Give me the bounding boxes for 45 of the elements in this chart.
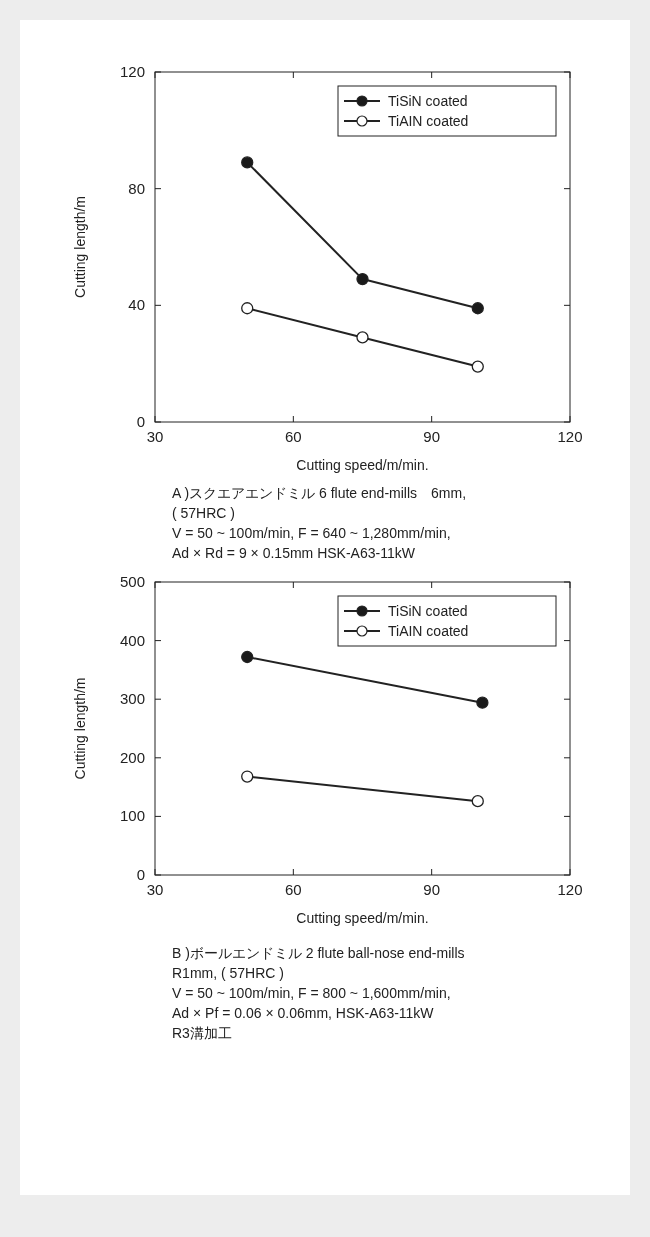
y-tick-label: 200	[119, 748, 145, 766]
x-tick-label: 60	[284, 428, 302, 445]
point	[241, 302, 254, 315]
x-tick-label: 30	[146, 428, 164, 445]
y-tick-label: 0	[136, 413, 145, 430]
text: A )スクエアエンドミル 6 flute end-mills 6mm,	[172, 485, 467, 501]
point	[356, 272, 369, 286]
y-axis-title: Cutting length/m	[72, 196, 88, 298]
text: ( 57HRC )	[172, 505, 236, 521]
x-tick-label: 60	[284, 881, 302, 898]
x-axis-title: Cutting speed/m/min.	[296, 910, 429, 926]
text: R1mm, ( 57HRC )	[172, 965, 285, 981]
x-tick-label: 90	[423, 428, 441, 445]
y-tick-label: 100	[119, 807, 145, 825]
text: V = 50 ~ 100m/min, F = 640 ~ 1,280mm/min,	[172, 525, 451, 541]
text: R3溝加工	[172, 1025, 232, 1041]
text: V = 50 ~ 100m/min, F = 800 ~ 1,600mm/min,	[172, 985, 451, 1001]
legend-label: TiSiN coated	[388, 93, 468, 109]
y-tick-label: 500	[119, 573, 145, 590]
y-tick-label: 400	[119, 631, 145, 649]
x-axis-title: Cutting speed/m/min.	[296, 457, 429, 473]
y-tick-label: 300	[119, 690, 145, 708]
y-axis-title: Cutting length/m	[72, 677, 88, 780]
point	[241, 770, 254, 783]
point	[356, 331, 369, 344]
point	[471, 360, 484, 373]
x-tick-label: 120	[557, 428, 583, 445]
y-tick-label: 40	[128, 296, 145, 314]
y-tick-label: 0	[136, 866, 145, 883]
x-tick-label: 90	[423, 881, 441, 898]
y-tick-label: 120	[119, 63, 145, 80]
point	[471, 302, 484, 315]
text: Ad × Rd = 9 × 0.15mm HSK-A63-11kW	[172, 545, 416, 561]
point	[241, 156, 254, 169]
x-tick-label: 30	[146, 881, 164, 898]
legend-label: TiAIN coated	[388, 113, 469, 129]
legend-label: TiAIN coated	[388, 623, 469, 639]
point	[241, 650, 254, 664]
y-tick-label: 80	[128, 179, 145, 197]
point	[476, 696, 489, 709]
text: Ad × Pf = 0.06 × 0.06mm, HSK-A63-11kW	[172, 1005, 435, 1021]
x-tick-label: 120	[557, 881, 583, 898]
text: B )ボールエンドミル 2 flute ball-nose end-mills	[172, 945, 465, 961]
point	[471, 795, 484, 808]
legend-label: TiSiN coated	[388, 603, 468, 619]
